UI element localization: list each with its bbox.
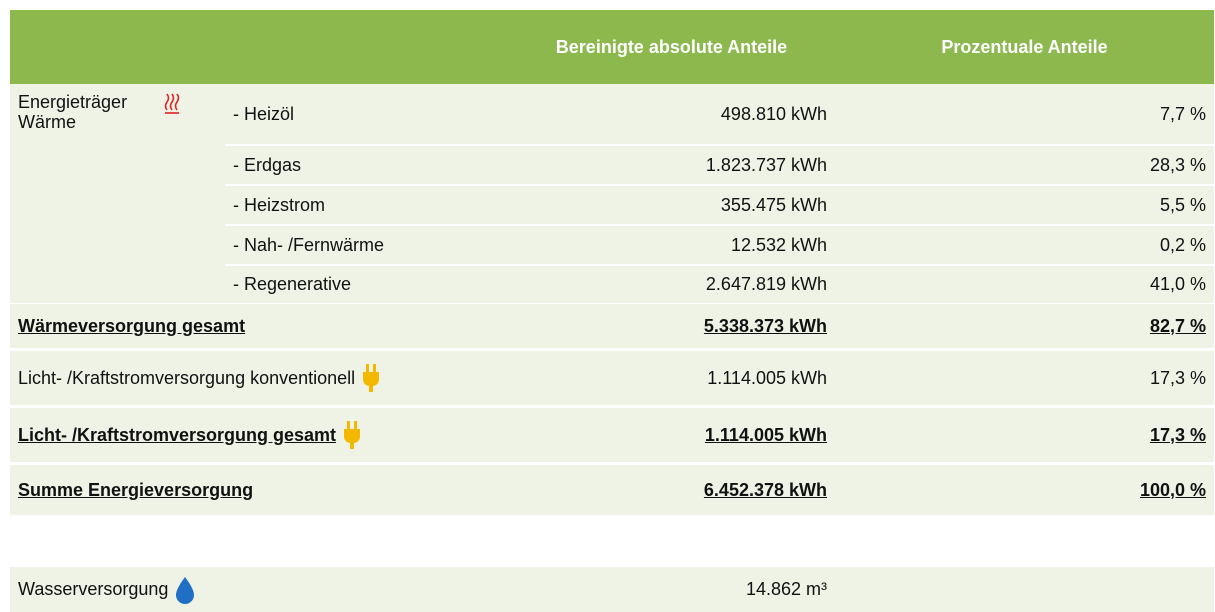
cell-text: - Nah- /Fernwärme bbox=[233, 234, 385, 255]
cell-text: 498.810 kWh bbox=[720, 104, 827, 124]
percent-value: 100,0 % bbox=[835, 465, 1214, 515]
cell-text: - Heizöl bbox=[233, 104, 295, 124]
separator bbox=[225, 264, 1214, 266]
cell-text: Wasserversorgung bbox=[18, 579, 169, 599]
cell-text: 17,3 % bbox=[1149, 367, 1206, 388]
percent-value: 5,5 % bbox=[835, 185, 1214, 225]
row-label: - Nah- /Fernwärme bbox=[225, 225, 508, 265]
separator bbox=[225, 144, 1214, 146]
absolute-value: 12.532 kWh bbox=[508, 225, 835, 265]
absolute-value: 1.114.005 kWh bbox=[508, 351, 835, 405]
absolute-value: 14.862 m³ bbox=[508, 567, 835, 612]
percent-value: 7,7 % bbox=[835, 84, 1214, 145]
row-label: Wärmeversorgung gesamt bbox=[10, 304, 508, 348]
cell-text: Bereinigte absolute Anteile bbox=[555, 36, 788, 57]
absolute-value: 1.114.005 kWh bbox=[508, 408, 835, 462]
separator bbox=[225, 224, 1214, 226]
group-cell: Energieträger Wärme bbox=[10, 84, 225, 303]
cell-text: 12.532 kWh bbox=[730, 234, 827, 255]
row-label: - Heizöl bbox=[225, 84, 508, 145]
row-label: - Heizstrom bbox=[225, 185, 508, 225]
header-cell bbox=[10, 10, 508, 84]
empty-cell bbox=[835, 567, 1214, 612]
cell-text: Summe Energieversorgung bbox=[18, 479, 254, 500]
absolute-value: 6.452.378 kWh bbox=[508, 465, 835, 515]
cell-text: - Regenerative bbox=[233, 273, 352, 294]
cell-text: 355.475 kWh bbox=[720, 194, 827, 215]
cell-text: - Heizstrom bbox=[233, 194, 326, 215]
cell-text: 2.647.819 kWh bbox=[705, 273, 827, 294]
cell-text: 1.823.737 kWh bbox=[705, 154, 827, 175]
cell-text: 1.114.005 kWh bbox=[704, 424, 827, 445]
percent-value: 82,7 % bbox=[835, 304, 1214, 348]
heat-icon bbox=[164, 92, 180, 115]
header-cell: Prozentuale Anteile bbox=[835, 10, 1214, 84]
cell-text: 100,0 % bbox=[1139, 479, 1206, 500]
cell-text: 5.338.373 kWh bbox=[703, 315, 827, 336]
cell-text: - Erdgas bbox=[233, 154, 302, 175]
plug-icon bbox=[361, 364, 381, 392]
percent-value: 28,3 % bbox=[835, 145, 1214, 185]
percent-value: 17,3 % bbox=[835, 408, 1214, 462]
cell-text: Prozentuale Anteile bbox=[941, 36, 1108, 57]
cell-text: Licht- /Kraftstromversorgung konventione… bbox=[18, 367, 356, 388]
absolute-value: 498.810 kWh bbox=[508, 84, 835, 145]
cell-text: 17,3 % bbox=[1149, 424, 1206, 445]
row-label: Licht- /Kraftstromversorgung gesamt bbox=[10, 408, 508, 462]
cell-text: Licht- /Kraftstromversorgung gesamt bbox=[18, 424, 337, 445]
row-label: - Erdgas bbox=[225, 145, 508, 185]
drop-icon bbox=[174, 576, 196, 604]
cell-text: 14.862 m³ bbox=[745, 579, 827, 599]
row-label: Summe Energieversorgung bbox=[10, 465, 508, 515]
cell-text: 41,0 % bbox=[1149, 273, 1206, 294]
row-label: Licht- /Kraftstromversorgung konventione… bbox=[10, 351, 508, 405]
cell-text: 28,3 % bbox=[1149, 154, 1206, 175]
cell-text: 0,2 % bbox=[1159, 234, 1206, 255]
percent-value: 0,2 % bbox=[835, 225, 1214, 265]
cell-text: 1.114.005 kWh bbox=[707, 367, 827, 388]
cell-text: 82,7 % bbox=[1149, 315, 1206, 336]
row-label: - Regenerative bbox=[225, 265, 508, 303]
separator bbox=[225, 184, 1214, 186]
cell-text: 5,5 % bbox=[1159, 194, 1206, 215]
absolute-value: 5.338.373 kWh bbox=[508, 304, 835, 348]
cell-text: 7,7 % bbox=[1159, 104, 1206, 124]
absolute-value: 355.475 kWh bbox=[508, 185, 835, 225]
cell-text: 6.452.378 kWh bbox=[703, 479, 827, 500]
cell-text: Wärmeversorgung gesamt bbox=[18, 315, 246, 336]
percent-value: 17,3 % bbox=[835, 351, 1214, 405]
header-cell: Bereinigte absolute Anteile bbox=[508, 10, 835, 84]
row-label: Wasserversorgung bbox=[10, 567, 508, 612]
percent-value: 41,0 % bbox=[835, 265, 1214, 303]
absolute-value: 1.823.737 kWh bbox=[508, 145, 835, 185]
absolute-value: 2.647.819 kWh bbox=[508, 265, 835, 303]
group-label: Energieträger Wärme bbox=[18, 92, 128, 132]
plug-icon bbox=[342, 421, 362, 449]
